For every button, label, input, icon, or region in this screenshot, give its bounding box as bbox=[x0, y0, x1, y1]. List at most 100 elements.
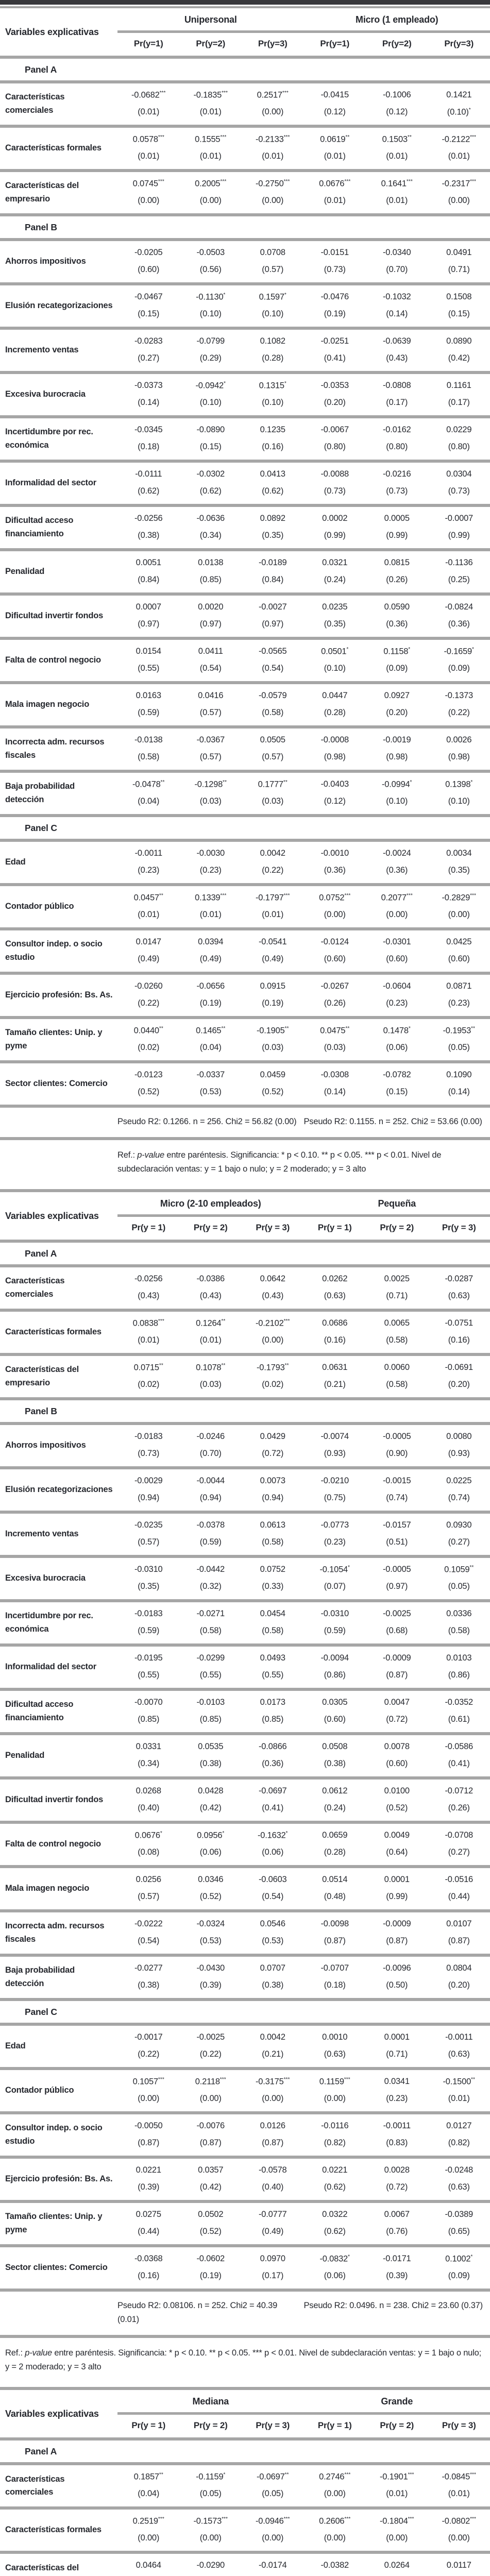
coefficient-value: -0.2317*** bbox=[442, 179, 477, 189]
p-value: (0.24) bbox=[324, 575, 346, 584]
significance-stars: *** bbox=[283, 1318, 290, 1324]
p-value: (0.20) bbox=[324, 398, 346, 407]
value-cell: -0.0103 (0.85) bbox=[180, 1691, 242, 1732]
coefficient-value: 0.0927 bbox=[384, 691, 410, 700]
coefficient-value: 0.0464 bbox=[136, 2561, 161, 2570]
coefficient-value: -0.0579 bbox=[258, 691, 287, 700]
value-cell: 0.0502 (0.52) bbox=[180, 2203, 242, 2244]
coefficient-value: 0.0078 bbox=[384, 1742, 410, 1751]
value-cell: 0.1059** (0.05) bbox=[428, 1558, 490, 1599]
value-cell: 0.0642 (0.43) bbox=[242, 1267, 304, 1309]
table-note: Ref.: p-value entre paréntesis. Signific… bbox=[0, 2338, 490, 2387]
p-value: (0.87) bbox=[324, 1936, 346, 1945]
variable-label: Elusión recategorizaciones bbox=[5, 1485, 113, 1495]
value-cell: 0.1090 (0.14) bbox=[428, 1063, 490, 1105]
p-value: (0.51) bbox=[386, 1537, 408, 1547]
note-italic-term: p-value bbox=[25, 2348, 52, 2358]
p-value: (0.87) bbox=[199, 2138, 222, 2147]
variable-label: Consultor indep. o socio estudio bbox=[5, 939, 103, 962]
coefficient-value: 0.1641*** bbox=[381, 179, 413, 189]
value-cell: -0.0162 (0.80) bbox=[366, 418, 428, 460]
column-header-area: Mediana Grande Pr(y = 1) Pr(y = 2) Pr(y = 3)… bbox=[117, 2390, 490, 2437]
p-value: (0.26) bbox=[324, 998, 346, 1008]
coefficient-value: -0.0010 bbox=[320, 849, 349, 858]
coefficient-value: -0.0025 bbox=[196, 2032, 225, 2042]
p-value: (0.63) bbox=[448, 2182, 470, 2192]
significance-stars: *** bbox=[220, 893, 227, 899]
coefficient-value: -0.0682*** bbox=[131, 90, 166, 100]
p-value: (0.35) bbox=[324, 619, 346, 629]
value-cell: 0.0546 (0.53) bbox=[242, 1912, 304, 1954]
coefficient-value: -0.0697 bbox=[258, 1786, 287, 1795]
coefficient-value: -0.0088 bbox=[320, 469, 349, 479]
value-cell: 0.2606*** (0.00) bbox=[304, 2510, 366, 2551]
p-value: (0.94) bbox=[262, 1493, 284, 1502]
model-stats-right: Pseudo R2: 0.0496. n = 238. Chi2 = 23.60… bbox=[303, 2301, 483, 2310]
coefficient-value: -0.0712 bbox=[445, 1786, 474, 1795]
value-cell: -0.0691 (0.20) bbox=[428, 1356, 490, 1397]
prob-column-header: Pr(y=3) bbox=[258, 39, 288, 48]
p-value: (0.01) bbox=[138, 1335, 160, 1345]
p-value: (0.57) bbox=[138, 1892, 160, 1901]
coefficient-value: -0.0541 bbox=[258, 937, 287, 946]
p-value: (0.99) bbox=[324, 531, 346, 540]
value-cell: 0.0154 (0.55) bbox=[117, 640, 180, 681]
coefficient-value: -0.0290 bbox=[196, 2561, 225, 2570]
variable-label: Excesiva burocracia bbox=[5, 1573, 86, 1583]
coefficient-value: -0.0025 bbox=[382, 1609, 411, 1618]
coefficient-value: 0.0028 bbox=[384, 2165, 410, 2175]
variable-label: Informalidad del sector bbox=[5, 1662, 96, 1672]
value-cell: -0.0636 (0.34) bbox=[180, 507, 242, 548]
coefficient-value: 0.1082 bbox=[260, 336, 285, 346]
value-cell: -0.0415 (0.12) bbox=[304, 83, 366, 125]
prob-column-header: Pr(y = 1) bbox=[131, 1223, 166, 1232]
coefficient-value: -0.0604 bbox=[382, 981, 411, 991]
coefficient-value: 0.0025 bbox=[384, 1274, 410, 1283]
coefficient-value: -0.0337 bbox=[196, 1070, 225, 1079]
variable-label: Sector clientes: Comercio bbox=[5, 1079, 108, 1089]
p-value: (0.87) bbox=[262, 2138, 284, 2147]
coefficient-value: 0.1465** bbox=[196, 1026, 226, 1036]
significance-stars: ** bbox=[221, 1363, 226, 1368]
value-cell: -0.1500** (0.01) bbox=[428, 2070, 490, 2111]
coefficient-value: -0.0310 bbox=[320, 1609, 349, 1618]
p-value: (0.57) bbox=[199, 752, 222, 761]
value-cell: 0.0264(0.64) bbox=[366, 2554, 428, 2576]
coefficient-value: 0.0613 bbox=[260, 1520, 285, 1530]
coefficient-value: -0.0267 bbox=[320, 981, 349, 991]
p-value: (0.06) bbox=[386, 1043, 408, 1052]
panel-label-row: Panel A bbox=[0, 2441, 490, 2466]
p-value: (0.80) bbox=[448, 442, 470, 451]
p-value: (0.04) bbox=[138, 796, 160, 806]
coefficient-value: -0.0116 bbox=[321, 2121, 349, 2130]
variable-label: Características comerciales bbox=[5, 1276, 65, 1299]
p-value: (0.36) bbox=[324, 866, 346, 875]
coefficient-value: -0.0248 bbox=[445, 2165, 474, 2175]
value-cell: 0.0871 (0.23) bbox=[428, 975, 490, 1016]
table-row: Características del empresario 0.0745*** (… bbox=[0, 172, 490, 216]
value-cell: 0.0025 (0.71) bbox=[366, 1267, 428, 1309]
value-cell: 0.0005 (0.99) bbox=[366, 507, 428, 548]
value-cell: -0.0011 (0.83) bbox=[366, 2114, 428, 2156]
p-value: (0.60) bbox=[324, 1715, 346, 1724]
value-cell: -0.1632* (0.06) bbox=[242, 1824, 304, 1865]
p-value: (0.18) bbox=[138, 442, 160, 451]
model-stats-spacer bbox=[0, 2292, 117, 2335]
p-value: (0.00) bbox=[448, 910, 470, 919]
coefficient-value: -0.0352 bbox=[445, 1698, 474, 1707]
p-value: (0.98) bbox=[448, 752, 470, 761]
panel-label-row: Panel C bbox=[0, 817, 490, 842]
p-value: (0.25) bbox=[448, 575, 470, 584]
value-cell: -0.0802*** (0.00) bbox=[428, 2510, 490, 2551]
p-value: (0.06) bbox=[199, 1848, 222, 1857]
value-cell: 0.0956* (0.06) bbox=[180, 1824, 242, 1865]
coefficient-value: -0.0096 bbox=[382, 1963, 411, 1973]
coefficient-value: -0.0777 bbox=[258, 2210, 287, 2219]
value-cell: 0.0838*** (0.01) bbox=[117, 1312, 180, 1353]
value-cell: 0.0416 (0.57) bbox=[180, 684, 242, 725]
p-value: (0.15) bbox=[386, 1087, 408, 1096]
coefficient-value: -0.1659* bbox=[444, 647, 475, 656]
p-value: (0.85) bbox=[199, 575, 222, 584]
value-cell: 0.0163 (0.59) bbox=[117, 684, 180, 725]
coefficient-value: 0.0034 bbox=[446, 849, 472, 858]
